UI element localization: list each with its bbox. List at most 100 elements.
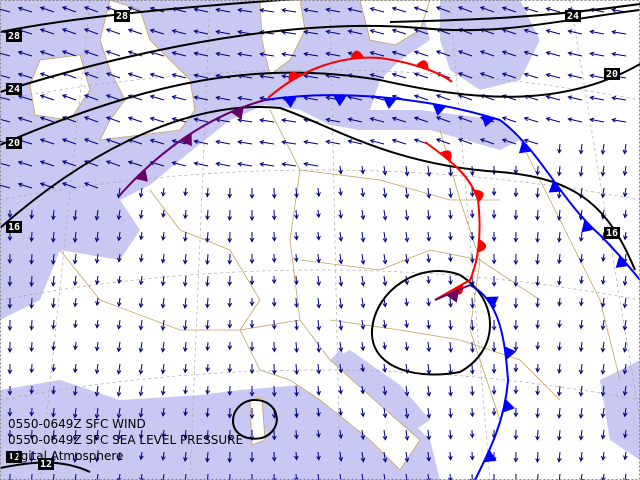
wind-arrow xyxy=(138,407,144,418)
wind-arrow xyxy=(294,297,299,309)
wind-arrow xyxy=(127,160,143,167)
wind-arrow xyxy=(589,73,605,79)
wind-arrow xyxy=(227,451,233,464)
wind-arrow xyxy=(249,209,255,221)
isobar xyxy=(370,270,491,376)
wind-arrow xyxy=(501,116,517,123)
wind-arrow xyxy=(293,231,299,241)
wind-arrow xyxy=(435,116,451,123)
wind-arrow xyxy=(567,29,583,35)
wind-arrow xyxy=(116,363,122,375)
wind-arrow xyxy=(39,138,55,145)
wind-arrow xyxy=(622,275,628,286)
wind-arrow xyxy=(29,407,35,417)
wind-arrow xyxy=(382,385,388,396)
isobar xyxy=(389,3,640,23)
wind-arrow xyxy=(294,187,299,199)
wind-arrow xyxy=(601,253,606,262)
wind-arrow xyxy=(479,72,495,79)
wind-arrow xyxy=(513,231,519,243)
wind-arrow xyxy=(228,473,231,480)
wind-arrow xyxy=(227,429,233,441)
wind-arrow xyxy=(294,429,299,440)
wind-arrow xyxy=(404,341,410,352)
wind-arrow xyxy=(182,275,188,287)
wind-arrow xyxy=(470,341,475,353)
wind-arrow xyxy=(316,473,321,480)
wind-arrow xyxy=(7,363,13,375)
wind-arrow xyxy=(347,29,363,35)
cold-front-symbol xyxy=(581,219,595,233)
cold-front xyxy=(264,94,640,281)
wind-arrow xyxy=(347,139,363,145)
isobar xyxy=(0,9,640,93)
wind-arrow xyxy=(545,72,561,79)
wind-arrow xyxy=(183,209,188,220)
wind-arrow xyxy=(382,275,388,287)
wind-arrow xyxy=(105,50,121,57)
wind-arrow xyxy=(523,116,539,123)
wind-arrow xyxy=(29,341,35,353)
wind-arrow xyxy=(491,253,497,265)
fronts xyxy=(119,50,640,480)
wind-arrow xyxy=(205,297,210,309)
wind-arrow xyxy=(0,94,11,101)
wind-arrow xyxy=(94,407,100,419)
wind-arrow xyxy=(215,29,231,35)
wind-arrow xyxy=(579,297,584,307)
wind-arrow xyxy=(83,6,99,13)
wind-arrow xyxy=(535,165,541,176)
wind-arrow xyxy=(426,341,432,353)
wind-arrow xyxy=(249,341,255,352)
wind-arrow xyxy=(316,231,321,241)
wind-arrow xyxy=(623,451,628,461)
wind-arrow xyxy=(338,209,343,220)
wind-arrow xyxy=(535,253,540,265)
wind-arrow xyxy=(149,72,165,79)
wind-arrow xyxy=(73,363,78,374)
wind-arrow xyxy=(360,407,366,418)
wind-arrow xyxy=(557,363,562,374)
wind-arrow xyxy=(391,138,407,145)
border xyxy=(299,169,500,201)
wind-arrow xyxy=(249,407,255,420)
wind-arrow xyxy=(567,117,583,123)
wind-arrow xyxy=(171,73,187,79)
wind-arrow xyxy=(556,429,562,441)
wind-arrow xyxy=(316,297,322,309)
isobar-label: 16 xyxy=(606,228,618,239)
wind-arrow xyxy=(193,95,209,101)
wind-arrow xyxy=(294,275,299,286)
wind-arrow xyxy=(579,275,584,285)
wind-arrow xyxy=(479,138,495,145)
wind-arrow xyxy=(182,253,188,265)
wind-arrow xyxy=(183,363,188,374)
isobar xyxy=(232,398,278,440)
wind-arrow xyxy=(116,407,122,419)
wind-arrow xyxy=(205,429,210,441)
wind-arrow xyxy=(7,209,13,219)
wind-arrow xyxy=(161,209,166,218)
wind-arrow xyxy=(316,187,321,198)
meridian xyxy=(39,0,91,480)
wind-arrow xyxy=(435,6,451,13)
wind-arrow xyxy=(611,29,627,35)
wind-arrow xyxy=(382,341,387,350)
wind-arrow xyxy=(205,231,210,243)
wind-arrow xyxy=(51,429,56,441)
wind-arrow xyxy=(382,429,388,441)
wind-arrow xyxy=(271,385,277,398)
adriatic-sea xyxy=(330,350,430,430)
wind-arrow xyxy=(83,138,99,145)
wind-arrow xyxy=(193,117,209,123)
wind-arrow xyxy=(448,385,453,397)
wind-arrow xyxy=(404,385,410,397)
wind-arrow xyxy=(600,143,606,155)
wind-arrow xyxy=(259,118,275,123)
wind-arrow xyxy=(382,187,388,199)
black-sea xyxy=(600,360,640,460)
wind-arrow xyxy=(426,429,432,441)
wind-arrow xyxy=(183,451,188,463)
wind-arrow xyxy=(7,231,13,242)
